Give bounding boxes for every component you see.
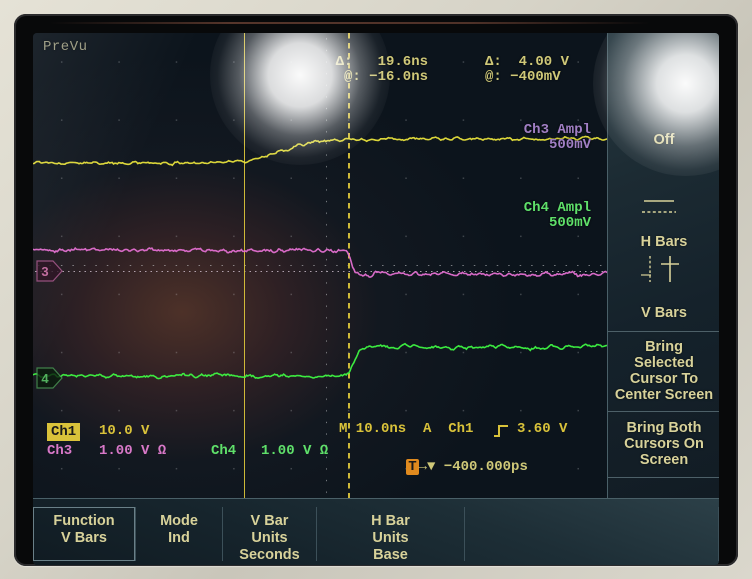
svg-text:4: 4 bbox=[41, 371, 49, 386]
svg-text:3: 3 bbox=[41, 264, 48, 279]
